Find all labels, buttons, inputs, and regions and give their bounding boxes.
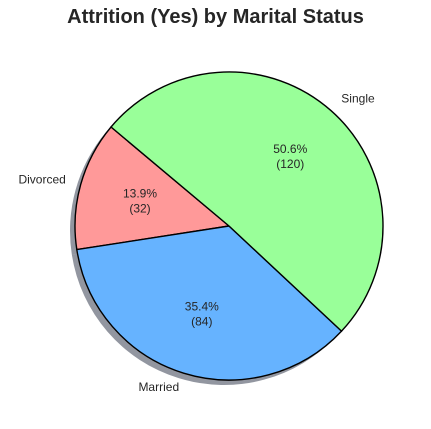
- slice-count-single: (120): [276, 157, 304, 171]
- pie-slice-single: [110, 71, 384, 332]
- pie-slice-married: [76, 225, 343, 381]
- slice-label-single: Single: [341, 91, 375, 105]
- slice-label-married: Married: [138, 380, 179, 394]
- slice-count-divorced: (32): [129, 201, 150, 215]
- chart-title: Attrition (Yes) by Marital Status: [67, 6, 364, 28]
- slice-percent-divorced: 13.9%: [123, 186, 157, 200]
- pie-slices: [74, 71, 384, 381]
- pie-slice-divorced: [74, 126, 230, 251]
- pie-labels: Divorced 13.9%(32) Married 35.4%(84) Single 5…: [18, 91, 375, 394]
- slice-count-married: (84): [191, 314, 212, 328]
- slice-percent-single: 50.6%: [273, 142, 307, 156]
- slice-label-divorced: Divorced: [18, 173, 65, 187]
- slice-percent-married: 35.4%: [185, 299, 219, 313]
